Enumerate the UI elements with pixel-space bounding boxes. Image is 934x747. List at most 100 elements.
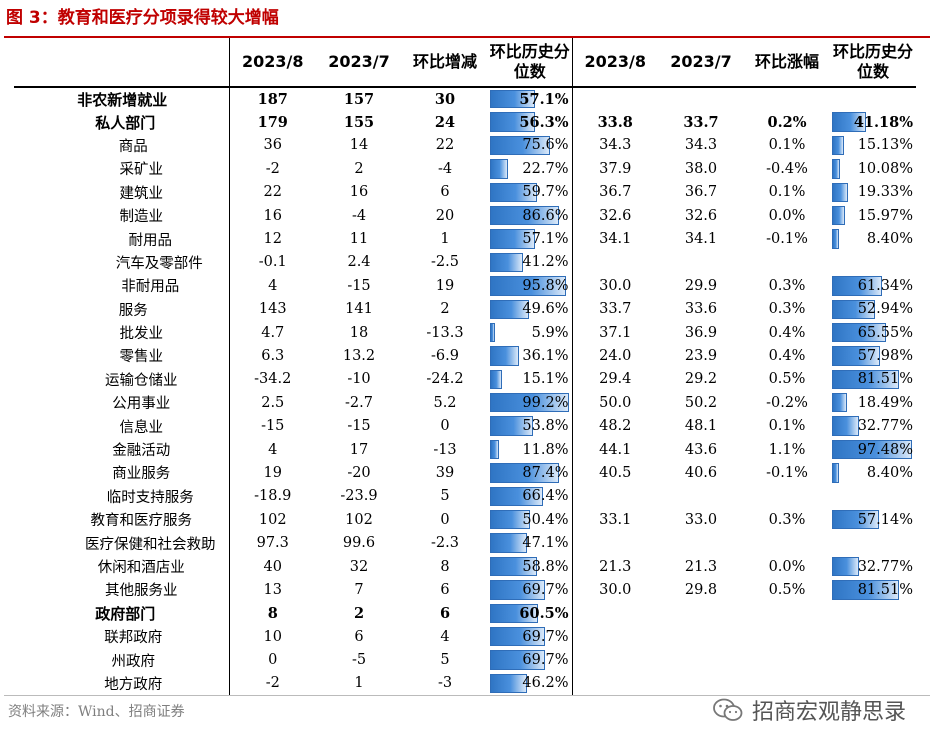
wage-change: 0.1% <box>768 184 806 201</box>
header-left-current: 2023/8 <box>228 38 316 88</box>
value-change: 6 <box>440 581 450 598</box>
percentile-bar <box>490 112 535 132</box>
value-prior: -15 <box>347 418 371 435</box>
percentile-cell: 86.6% <box>488 204 572 227</box>
category-name: 其他服务业 <box>105 583 178 600</box>
percentile-value: 47.1% <box>522 535 569 552</box>
value-current: 6.3 <box>228 344 316 368</box>
percentile-value: 41.2% <box>522 254 569 271</box>
table-row: 建筑业 22 16 6 59.7% 36.7 36.7 0.1% 19.33% <box>14 180 916 204</box>
percentile-value: 36.1% <box>522 347 569 364</box>
wage-prior: 33.0 <box>684 511 718 528</box>
wage-current <box>571 671 658 696</box>
percentile-cell: 56.3% <box>488 110 572 133</box>
wage-percentile-cell: 8.40% <box>830 227 916 250</box>
category-name: 公用事业 <box>112 396 171 413</box>
wage-percentile-value: 10.08% <box>857 160 913 177</box>
wage-percentile-cell: 32.77% <box>830 555 916 578</box>
wage-current: 29.4 <box>571 367 658 392</box>
category-name: 服务 <box>118 302 148 319</box>
category-name: 医疗保健和社会救助 <box>85 536 216 553</box>
wage-percentile-bar <box>832 112 866 132</box>
wage-prior: 29.9 <box>684 277 718 294</box>
value-current: 4.7 <box>228 320 316 345</box>
wage-current: 40.5 <box>571 461 658 485</box>
percentile-bar <box>490 580 546 600</box>
percentile-value: 66.4% <box>522 488 569 505</box>
category-name: 政府部门 <box>95 604 156 623</box>
wage-percentile-bar <box>832 580 899 600</box>
percentile-value: 59.7% <box>522 184 569 201</box>
wage-current <box>571 601 658 625</box>
category-name: 采矿业 <box>119 162 164 179</box>
percentile-bar <box>490 626 546 647</box>
value-prior: 6 <box>354 628 364 645</box>
percentile-cell: 49.6% <box>488 298 572 321</box>
value-current: 4 <box>228 437 316 462</box>
value-current: 2.5 <box>228 391 316 415</box>
wage-percentile-bar <box>832 556 859 577</box>
percentile-value: 86.6% <box>522 207 569 224</box>
category-name: 私人部门 <box>95 113 156 132</box>
percentile-bar <box>490 416 533 436</box>
percentile-cell: 53.8% <box>488 414 572 437</box>
table-row: 州政府 0 -5 5 69.7% <box>14 648 916 672</box>
category-name: 休闲和酒店业 <box>97 560 185 576</box>
brand-name: 招商宏观静思录 <box>751 700 906 725</box>
wage-percentile-cell: 19.33% <box>830 181 916 204</box>
table-row: 联邦政府 10 6 4 69.7% <box>14 624 916 649</box>
value-change: -4 <box>437 160 453 177</box>
wage-percentile-value: 81.51% <box>857 581 913 598</box>
wage-change: 0.0% <box>768 207 806 224</box>
table-row: 汽车及零部件 -0.1 2.4 -2.5 41.2% <box>14 250 916 275</box>
wage-current <box>571 87 658 111</box>
wage-percentile-bar <box>832 135 845 156</box>
value-prior: -2.7 <box>345 394 373 411</box>
value-change: 6 <box>440 184 450 201</box>
header-right-percentile: 环比历史分位数 <box>830 38 916 88</box>
wage-change: 0.0% <box>768 558 806 575</box>
value-current: 36 <box>228 133 316 158</box>
value-prior: 141 <box>345 301 373 318</box>
wage-current: 48.2 <box>571 414 658 438</box>
wage-prior <box>658 531 744 554</box>
percentile-value: 99.2% <box>522 394 569 411</box>
table-row: 金融活动 4 17 -13 11.8% 44.1 43.6 1.1% 97.48% <box>14 437 916 462</box>
wage-prior: 21.3 <box>684 558 718 575</box>
table-row: 信息业 -15 -15 0 53.8% 48.2 48.1 0.1% 32.77% <box>14 414 916 438</box>
value-prior: 2.4 <box>347 254 371 271</box>
category-name: 教育和医疗服务 <box>90 513 193 530</box>
wage-percentile-bar <box>832 276 883 296</box>
percentile-bar <box>490 322 495 343</box>
percentile-cell: 59.7% <box>488 181 572 204</box>
wage-prior <box>658 625 744 648</box>
wage-prior: 34.3 <box>684 137 718 154</box>
wage-percentile-cell: 65.55% <box>830 321 916 344</box>
category-name: 运输仓储业 <box>105 372 178 389</box>
wage-current <box>571 648 658 672</box>
wage-change: 0.1% <box>768 418 806 435</box>
table-row: 教育和医疗服务 102 102 0 50.4% 33.1 33.0 0.3% 57.14% <box>14 508 916 532</box>
value-change: 5.2 <box>433 394 457 411</box>
title-rule <box>4 36 930 38</box>
wage-percentile-bar <box>832 463 839 483</box>
category-name: 零售业 <box>119 349 164 366</box>
value-current: 179 <box>228 110 316 134</box>
percentile-value: 56.3% <box>519 113 569 131</box>
value-prior: 99.6 <box>342 535 376 552</box>
category-name: 商品 <box>118 138 148 155</box>
percentile-value: 75.6% <box>522 137 569 154</box>
wage-change <box>744 648 830 671</box>
wage-change: 0.1% <box>768 137 806 154</box>
wage-current <box>571 484 658 509</box>
value-change: -13 <box>433 441 457 458</box>
wage-percentile-value: 81.51% <box>857 371 913 388</box>
wage-percentile-bar <box>832 182 848 202</box>
wage-current <box>571 624 658 649</box>
wage-percentile-bar <box>832 229 839 249</box>
value-change: 20 <box>435 207 455 224</box>
header-right-current: 2023/8 <box>571 38 658 88</box>
percentile-cell: 50.4% <box>488 508 572 531</box>
value-prior: 16 <box>349 184 369 201</box>
table-row: 运输仓储业 -34.2 -10 -24.2 15.1% 29.4 29.2 0.5% 81.51… <box>14 367 916 392</box>
